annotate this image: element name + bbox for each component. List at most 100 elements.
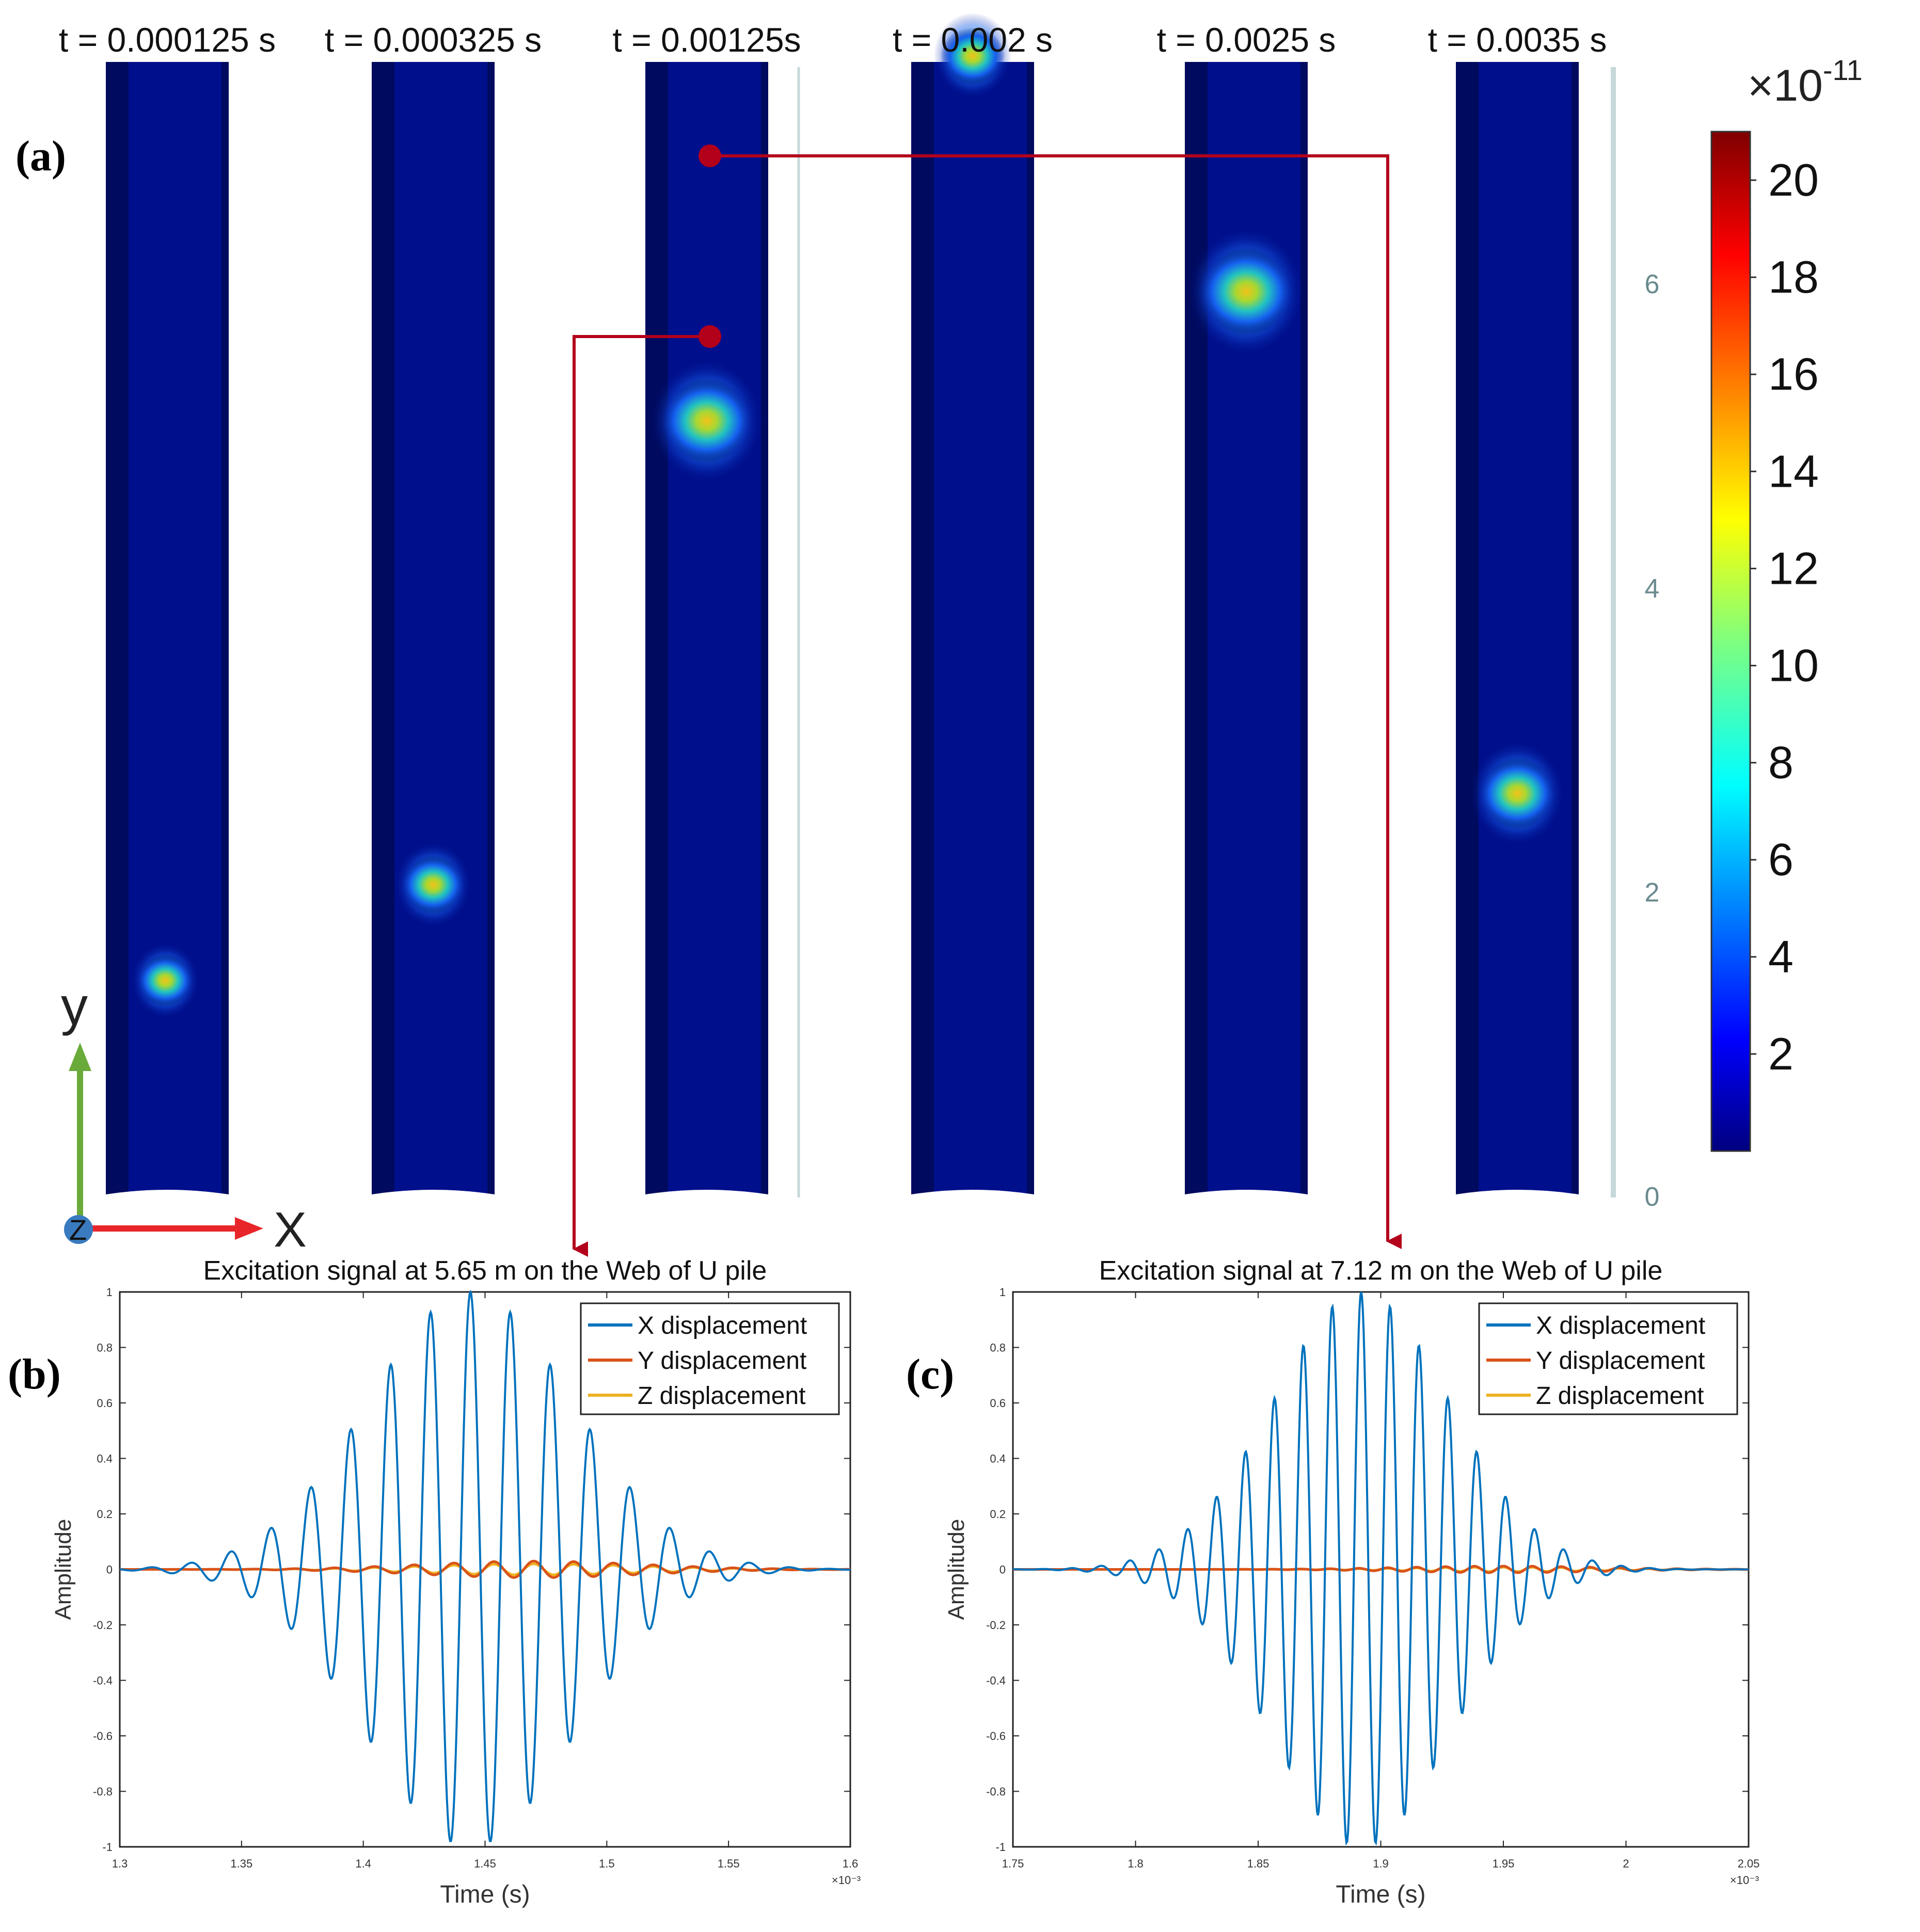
connector-arrows [573, 145, 1402, 1257]
triad-y-label: y [61, 977, 88, 1036]
y-tick-label: 0.8 [97, 1342, 113, 1354]
colorbar-gradient [1710, 131, 1751, 1152]
colorbar: ×10-11 2 4 6 8 10 12 14 16 18 20 [1710, 54, 1863, 1152]
pile-flange [645, 62, 668, 1196]
x-axis-label: Time (s) [1336, 1881, 1425, 1908]
colorbar-tick-label: 14 [1768, 445, 1819, 497]
pile-edge [221, 62, 229, 1196]
arrow-to-panel-c [710, 154, 1402, 1249]
x-tick-label: 1.85 [1247, 1857, 1270, 1870]
legend-label: Z displacement [638, 1382, 805, 1410]
chart-b: 1.3 1.35 1.4 1.45 1.5 1.55 1.6 -1 -0.8 -0.6 -0.4 -0… [51, 1256, 861, 1908]
time-label: t = 0.0035 s [1428, 21, 1607, 59]
y-tick-label: 0.4 [97, 1452, 113, 1465]
pile-flange [106, 62, 129, 1196]
wave-spot [1478, 758, 1557, 829]
colorbar-tick-label: 4 [1768, 931, 1794, 982]
colorbar-tick-label: 6 [1768, 834, 1794, 885]
x-tick-label: 2 [1623, 1857, 1629, 1870]
series-group [1013, 1291, 1749, 1846]
chart-c: 1.75 1.8 1.85 1.9 1.95 2 2.05 -1 -0.8 -0.6 -0.4 -0.… [944, 1256, 1759, 1908]
pile-end-cap [645, 1190, 768, 1201]
position-scale: 0 2 4 6 [1611, 67, 1660, 1212]
pile-edge [1027, 62, 1034, 1196]
wave-spot [660, 379, 754, 462]
snapshot-panel: t = 0.0035 s [1428, 21, 1607, 1201]
pile-edge [761, 62, 768, 1196]
y-tick-label: 1 [999, 1286, 1006, 1299]
wave-spot [136, 955, 194, 1007]
arrow-to-panel-b [573, 335, 710, 1257]
colorbar-exponent: ×10-11 [1748, 54, 1863, 110]
y-axis-label: Amplitude [944, 1519, 969, 1620]
pile-edge [1572, 62, 1579, 1196]
colorbar-tick-label: 18 [1768, 251, 1819, 302]
y-tick-label: -0.8 [93, 1785, 113, 1798]
series-line [119, 1290, 851, 1842]
pile-end-cap [911, 1190, 1034, 1201]
y-tick-label: -0.6 [93, 1730, 113, 1743]
triad-x-label: X [274, 1202, 307, 1257]
snapshot-panel: t = 0.000325 s [325, 21, 542, 1201]
y-tick-label: 0.2 [97, 1508, 113, 1521]
snapshot-row: t = 0.000125 s t = 0.000325 s t = 0.00125s… [59, 12, 1607, 1201]
position-tick-label: 4 [1645, 573, 1660, 603]
pile-flange [911, 62, 934, 1196]
x-multiplier: ×10⁻³ [832, 1874, 861, 1887]
wave-spot [401, 856, 466, 914]
y-tick-label: -0.4 [986, 1674, 1006, 1687]
y-tick-label: 0 [106, 1563, 113, 1576]
pile-end-cap [372, 1190, 495, 1201]
y-tick-label: 1 [106, 1286, 113, 1299]
x-axis-label: Time (s) [440, 1881, 530, 1908]
triad-z-dot [64, 1215, 93, 1244]
position-tick-label: 2 [1645, 878, 1660, 908]
colorbar-tick-label: 16 [1768, 348, 1819, 400]
pile-flange [1456, 62, 1479, 1196]
panel-label-c: (c) [906, 1350, 954, 1398]
pile-end-cap [1456, 1190, 1579, 1201]
position-tick-label: 6 [1645, 269, 1660, 299]
y-tick-label: 0.6 [990, 1397, 1006, 1410]
legend-label: Z displacement [1536, 1382, 1704, 1410]
colorbar-tick-label: 8 [1768, 737, 1794, 788]
snapshot-panel: t = 0.000125 s [59, 21, 276, 1201]
x-tick-label: 1.9 [1373, 1857, 1389, 1870]
legend-label: Y displacement [638, 1347, 806, 1375]
colorbar-tick-label: 12 [1768, 542, 1819, 594]
wave-spot [1197, 248, 1295, 335]
y-tick-label: -1 [995, 1841, 1006, 1854]
colorbar-tick-label: 2 [1768, 1028, 1794, 1079]
y-tick-label: 0.2 [990, 1508, 1006, 1521]
snapshot-panel: t = 0.00125s [612, 21, 801, 1201]
triad-x-arrowhead [235, 1217, 263, 1240]
snapshot-panel: t = 0.002 s [893, 12, 1053, 1201]
y-tick-label: -0.8 [986, 1785, 1006, 1798]
x-tick-label: 1.55 [718, 1857, 740, 1870]
x-tick-label: 1.35 [230, 1857, 252, 1870]
x-tick-label: 1.5 [599, 1857, 615, 1870]
x-tick-label: 1.45 [474, 1857, 496, 1870]
time-label: t = 0.000125 s [59, 21, 276, 59]
y-tick-label: 0.6 [97, 1397, 113, 1410]
pile-end-cap [1185, 1190, 1308, 1201]
y-tick-label: -0.6 [986, 1730, 1006, 1743]
triad-y-arrowhead [69, 1043, 91, 1071]
x-tick-label: 1.95 [1493, 1857, 1515, 1870]
wave-spot [940, 27, 1005, 85]
time-label: t = 0.000325 s [325, 21, 542, 59]
y-tick-label: -0.2 [93, 1619, 113, 1632]
snapshot-panel: t = 0.0025 s [1157, 21, 1336, 1201]
y-tick-label: -0.2 [986, 1619, 1006, 1632]
triad-z-label: Z [69, 1214, 87, 1246]
chart-title: Excitation signal at 5.65 m on the Web o… [203, 1256, 767, 1286]
x-multiplier: ×10⁻³ [1730, 1874, 1759, 1887]
x-tick-label: 1.75 [1002, 1857, 1024, 1870]
y-axis-label: Amplitude [51, 1519, 76, 1620]
position-tick-label: 0 [1645, 1182, 1660, 1212]
x-tick-label: 1.4 [355, 1857, 371, 1870]
y-tick-label: -1 [102, 1841, 113, 1854]
time-label: t = 0.0025 s [1157, 21, 1336, 59]
x-tick-label: 1.3 [112, 1857, 128, 1870]
